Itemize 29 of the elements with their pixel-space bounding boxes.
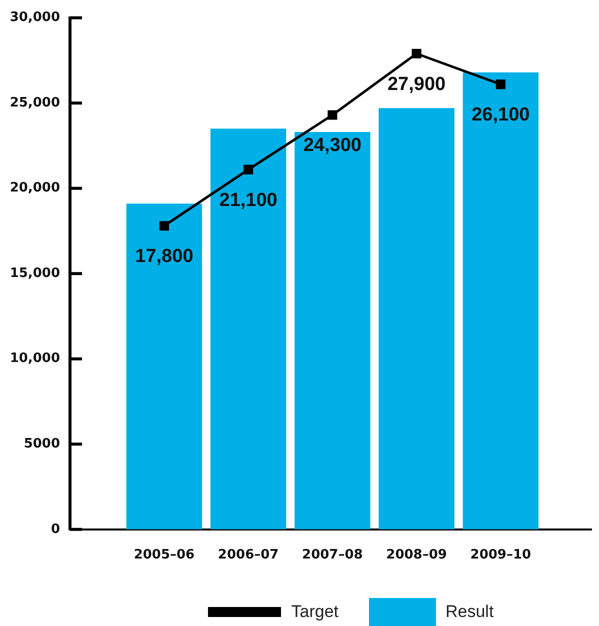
bar (294, 132, 370, 530)
data-label: 17,800 (135, 246, 194, 268)
bar (378, 108, 454, 530)
y-tick-label: 5000 (24, 436, 60, 452)
x-tick-label: 2005–06 (134, 548, 195, 563)
y-tick-label: 10,000 (10, 351, 60, 366)
x-tick-label: 2006–07 (218, 548, 279, 563)
point (159, 221, 169, 231)
bar (462, 72, 539, 530)
x-tick-label: 2009–10 (470, 548, 532, 563)
data-label: 24,300 (303, 135, 362, 156)
y-tick-label: 20,000 (10, 180, 60, 196)
y-tick-label: 30,000 (10, 10, 60, 26)
data-label: 21,100 (219, 190, 278, 211)
data-label: 26,100 (472, 104, 530, 126)
bar (210, 128, 286, 530)
x-tick-label: 2007–08 (302, 548, 363, 563)
y-tick-label: 0 (50, 522, 60, 537)
y-tick-label: 25,000 (10, 95, 60, 110)
point (244, 164, 254, 174)
y-tick-label: 15,000 (10, 266, 60, 281)
point (328, 110, 338, 120)
x-tick-label: 2008–09 (386, 548, 447, 563)
bar (126, 204, 202, 530)
point (496, 80, 506, 90)
point (412, 48, 422, 58)
legend-label: Result (446, 602, 494, 622)
data-label: 27,900 (387, 74, 446, 95)
legend-label: Target (291, 602, 338, 622)
